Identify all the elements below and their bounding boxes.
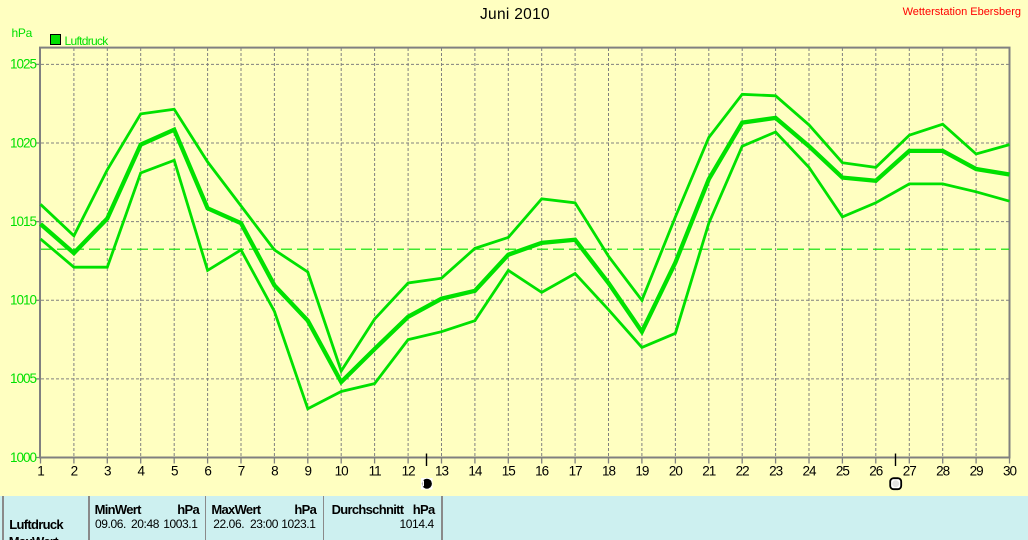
svg-text:17: 17 [569,464,583,479]
svg-text:25: 25 [836,464,850,479]
svg-text:16: 16 [535,464,549,479]
svg-text:23: 23 [769,464,783,479]
svg-text:14: 14 [468,464,483,479]
svg-text:15: 15 [502,464,516,479]
svg-text:6: 6 [204,464,211,479]
svg-text:2: 2 [71,464,78,479]
svg-text:30: 30 [1003,464,1017,479]
svg-text:22: 22 [736,464,750,479]
svg-text:1015: 1015 [10,214,37,229]
svg-text:1: 1 [37,464,44,479]
svg-text:10: 10 [335,464,349,479]
svg-text:27: 27 [903,464,917,479]
svg-text:3: 3 [104,464,111,479]
svg-text:28: 28 [936,464,950,479]
svg-text:9: 9 [305,464,312,479]
svg-text:24: 24 [802,464,817,479]
svg-text:18: 18 [602,464,616,479]
svg-text:13: 13 [435,464,449,479]
svg-text:1020: 1020 [10,135,37,150]
svg-text:4: 4 [137,464,145,479]
svg-text:26: 26 [869,464,883,479]
svg-text:29: 29 [970,464,984,479]
svg-text:8: 8 [271,464,278,479]
svg-text:1025: 1025 [10,57,37,72]
svg-text:11: 11 [369,464,382,479]
svg-text:20: 20 [669,464,683,479]
svg-text:19: 19 [635,464,649,479]
svg-text:1005: 1005 [10,371,37,386]
svg-text:12: 12 [402,464,416,479]
svg-text:21: 21 [702,464,716,479]
svg-text:1000: 1000 [10,450,37,465]
svg-text:1010: 1010 [10,293,37,308]
svg-text:5: 5 [171,464,178,479]
svg-text:7: 7 [238,464,245,479]
